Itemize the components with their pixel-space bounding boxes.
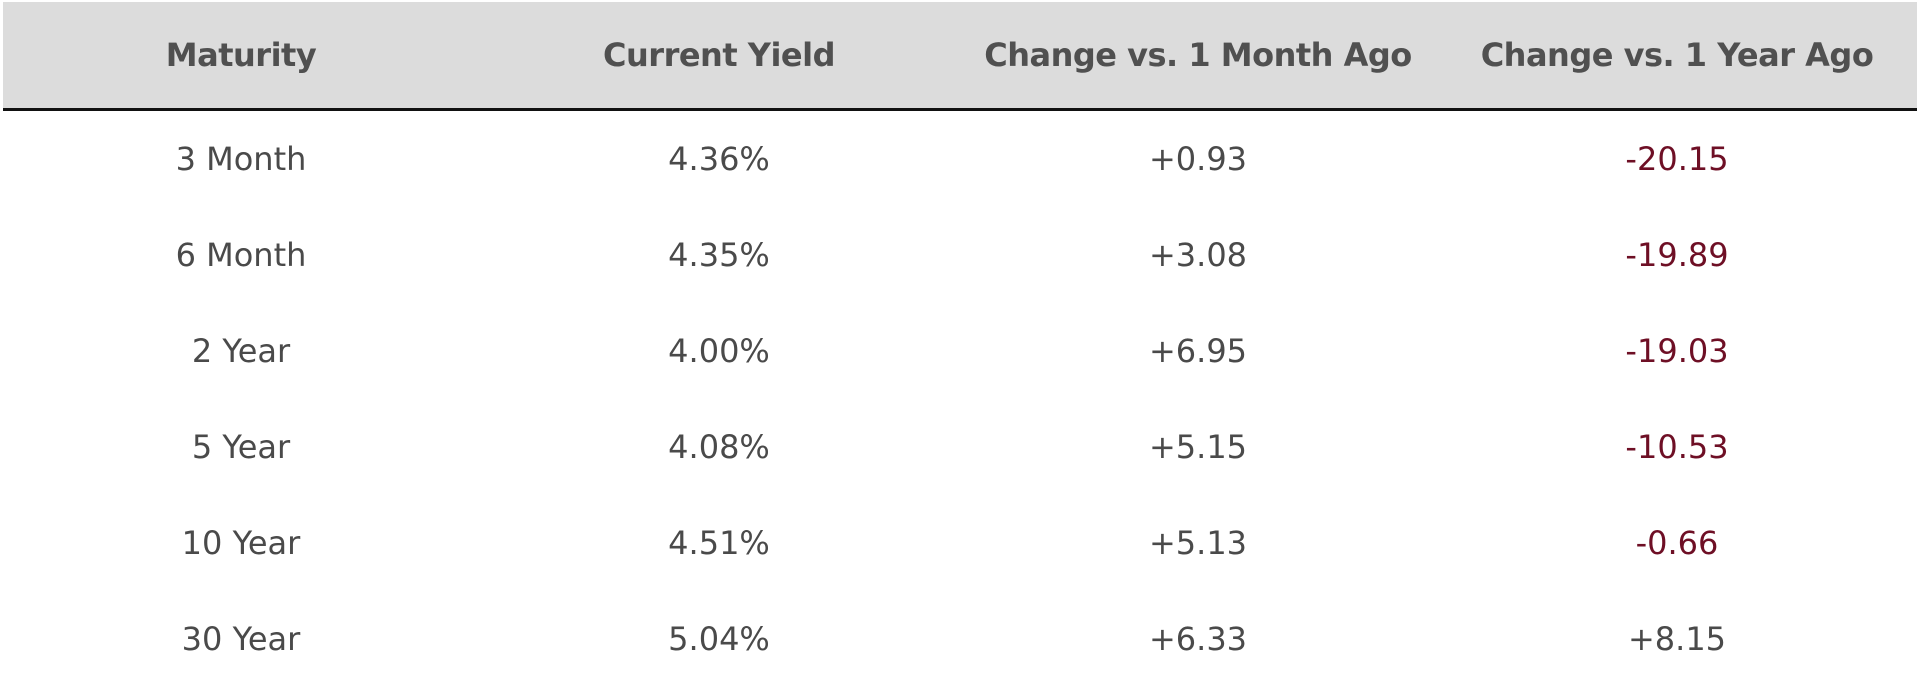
header-row: Maturity Current Yield Change vs. 1 Mont… [3, 2, 1917, 111]
cell-change-1-year: -19.89 [1625, 236, 1729, 274]
cell-maturity: 3 Month [175, 140, 307, 178]
cell-maturity: 10 Year [181, 524, 301, 562]
treasury-yield-table: Maturity Current Yield Change vs. 1 Mont… [3, 2, 1917, 687]
header-change-1-month: Change vs. 1 Month Ago [959, 2, 1437, 111]
cell-current-yield: 4.35% [668, 236, 770, 274]
cell-change-1-year: -19.03 [1625, 332, 1729, 370]
cell-change-1-month: +5.13 [1148, 524, 1248, 562]
cell-current-yield: 5.04% [668, 620, 770, 658]
cell-change-1-year: +8.15 [1627, 620, 1727, 658]
yield-table-container: Maturity Current Yield Change vs. 1 Mont… [3, 2, 1917, 687]
table-row: 10 Year 4.51% +5.13 -0.66 [3, 495, 1917, 591]
cell-change-1-year: -0.66 [1635, 524, 1719, 562]
table-header: Maturity Current Yield Change vs. 1 Mont… [3, 2, 1917, 111]
table-row: 30 Year 5.04% +6.33 +8.15 [3, 591, 1917, 687]
cell-current-yield: 4.51% [668, 524, 770, 562]
cell-maturity: 30 Year [181, 620, 301, 658]
cell-change-1-month: +6.95 [1148, 332, 1248, 370]
cell-change-1-year: -20.15 [1625, 140, 1729, 178]
cell-change-1-month: +6.33 [1148, 620, 1248, 658]
table-row: 2 Year 4.00% +6.95 -19.03 [3, 303, 1917, 399]
cell-current-yield: 4.00% [668, 332, 770, 370]
cell-change-1-month: +3.08 [1148, 236, 1248, 274]
cell-change-1-year: -10.53 [1625, 428, 1729, 466]
header-maturity: Maturity [3, 2, 479, 111]
cell-maturity: 6 Month [175, 236, 307, 274]
cell-current-yield: 4.36% [668, 140, 770, 178]
cell-change-1-month: +5.15 [1148, 428, 1248, 466]
header-current-yield: Current Yield [479, 2, 959, 111]
table-row: 6 Month 4.35% +3.08 -19.89 [3, 207, 1917, 303]
header-change-1-year: Change vs. 1 Year Ago [1437, 2, 1917, 111]
table-body: 3 Month 4.36% +0.93 -20.15 6 Month 4.35%… [3, 110, 1917, 688]
table-row: 3 Month 4.36% +0.93 -20.15 [3, 110, 1917, 208]
cell-change-1-month: +0.93 [1148, 140, 1248, 178]
cell-maturity: 5 Year [191, 428, 291, 466]
cell-current-yield: 4.08% [668, 428, 770, 466]
cell-maturity: 2 Year [191, 332, 291, 370]
table-row: 5 Year 4.08% +5.15 -10.53 [3, 399, 1917, 495]
